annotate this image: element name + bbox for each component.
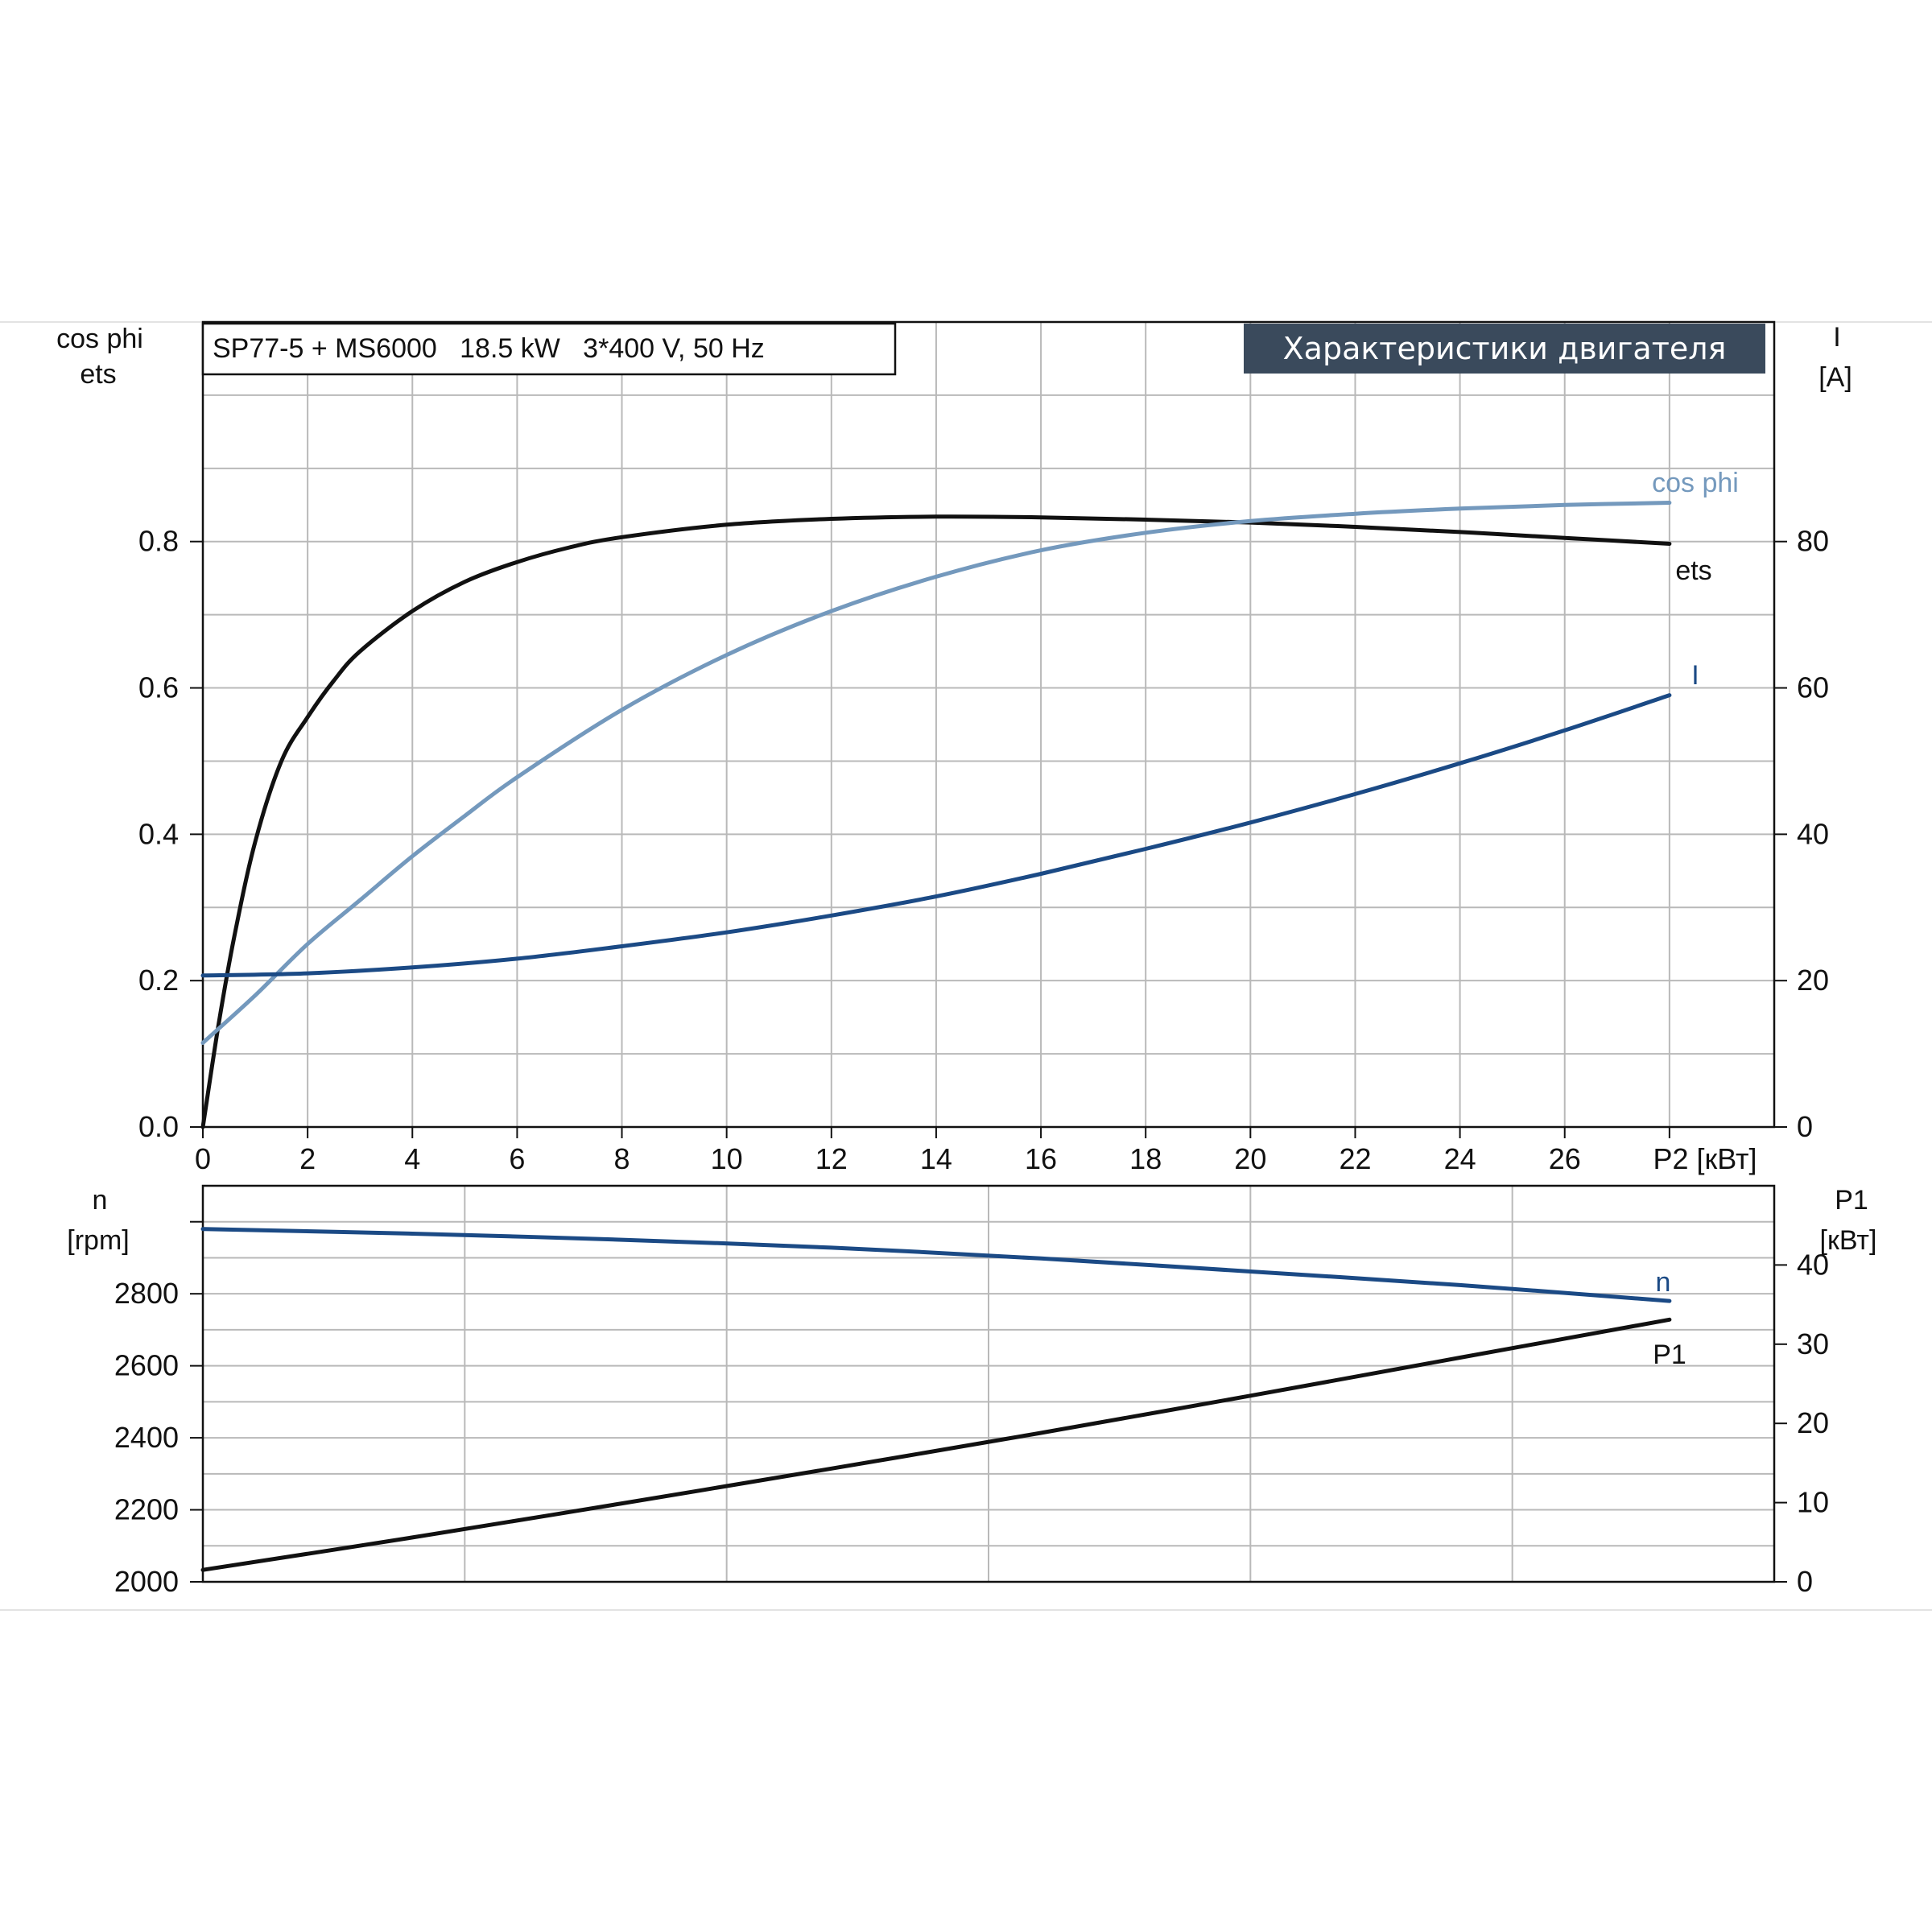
series-line-ets [200, 514, 1672, 1129]
upper-x-tick-label: 0 [195, 1142, 211, 1175]
upper-right-tick-label: 20 [1797, 964, 1829, 997]
cos-phi-curve-label: cos phi [1652, 468, 1739, 498]
series-line-n [200, 1227, 1672, 1303]
upper-right-tick-label: 0 [1797, 1110, 1813, 1143]
p1-curve-label: P1 [1653, 1340, 1686, 1370]
upper-x-tick-label: 16 [1025, 1142, 1057, 1175]
lower-left-tick-label: 2800 [114, 1277, 179, 1310]
i-curve-label: I [1691, 660, 1699, 691]
upper-x-tick-label: 2 [299, 1142, 316, 1175]
upper-plot-frame [201, 320, 1776, 1129]
upper-left-axis-label-cosphi: cos phi [56, 324, 143, 354]
upper-left-tick-label: 0.6 [138, 671, 179, 704]
ets-curve-label: ets [1675, 555, 1711, 586]
lower-curves [200, 1227, 1672, 1572]
lower-tick-marks [190, 1220, 1787, 1583]
upper-x-tick-labels: 0 2 4 6 8 10 12 14 16 18 20 22 24 26 [195, 1142, 1581, 1175]
upper-right-axis-label-unit: [A] [1818, 362, 1852, 393]
lower-right-tick-label: 10 [1797, 1486, 1829, 1519]
title-badge [1244, 324, 1765, 374]
lower-grid [203, 1186, 1774, 1582]
lower-left-tick-label: 2400 [114, 1421, 179, 1454]
lower-left-tick-label: 2600 [114, 1349, 179, 1382]
lower-left-tick-label: 2200 [114, 1493, 179, 1526]
lower-right-tick-label: 20 [1797, 1406, 1829, 1439]
lower-left-tick-labels: 2000 2200 2400 2600 2800 [114, 1277, 179, 1598]
lower-plot-frame [201, 1184, 1776, 1583]
series-line-i [200, 693, 1672, 978]
upper-grid [203, 322, 1774, 1127]
upper-tick-marks [190, 540, 1787, 1138]
upper-x-tick-label: 8 [614, 1142, 630, 1175]
upper-x-tick-label: 12 [815, 1142, 848, 1175]
title-badge-text: Характеристики двигателя [1283, 331, 1727, 366]
upper-left-tick-label: 0.8 [138, 525, 179, 558]
n-curve-label: n [1656, 1267, 1671, 1298]
title-box-text: SP77-5 + MS6000 18.5 kW 3*400 V, 50 Hz [213, 333, 765, 364]
upper-x-tick-label: 18 [1129, 1142, 1162, 1175]
upper-x-tick-label: 4 [404, 1142, 420, 1175]
lower-right-axis-label-p1: P1 [1835, 1185, 1868, 1216]
upper-left-tick-label: 0.2 [138, 964, 179, 997]
lower-left-axis-label-n: n [93, 1185, 108, 1216]
upper-left-tick-label: 0.4 [138, 817, 179, 850]
lower-left-tick-label: 2000 [114, 1565, 179, 1598]
lower-right-tick-label: 0 [1797, 1565, 1813, 1598]
lower-left-axis-label-unit: [rpm] [67, 1225, 129, 1256]
upper-x-axis-label: P2 [кВт] [1653, 1142, 1757, 1175]
upper-right-tick-label: 80 [1797, 525, 1829, 558]
upper-x-tick-label: 26 [1549, 1142, 1581, 1175]
upper-x-tick-label: 14 [920, 1142, 952, 1175]
upper-right-axis-label-i: I [1833, 322, 1840, 353]
title-box [201, 322, 897, 376]
lower-right-axis-label-unit: [кВт] [1820, 1225, 1877, 1256]
upper-x-tick-label: 20 [1234, 1142, 1266, 1175]
upper-x-tick-label: 10 [711, 1142, 743, 1175]
series-line-cos-phi [200, 501, 1672, 1045]
upper-x-tick-label: 24 [1444, 1142, 1476, 1175]
lower-right-tick-label: 40 [1797, 1248, 1829, 1281]
lower-right-tick-labels: 0 10 20 30 40 [1797, 1248, 1829, 1598]
upper-x-tick-label: 22 [1339, 1142, 1371, 1175]
upper-right-tick-label: 40 [1797, 817, 1829, 850]
series-line-p1 [200, 1317, 1672, 1572]
upper-right-tick-label: 60 [1797, 671, 1829, 704]
upper-left-tick-labels: 0.0 0.2 0.4 0.6 0.8 [138, 525, 179, 1143]
lower-right-tick-label: 30 [1797, 1327, 1829, 1360]
upper-left-tick-label: 0.0 [138, 1110, 179, 1143]
upper-right-tick-labels: 0 20 40 60 80 [1797, 525, 1829, 1143]
upper-x-tick-label: 6 [509, 1142, 525, 1175]
upper-curves [200, 501, 1672, 1129]
upper-left-axis-label-ets: ets [80, 359, 116, 390]
